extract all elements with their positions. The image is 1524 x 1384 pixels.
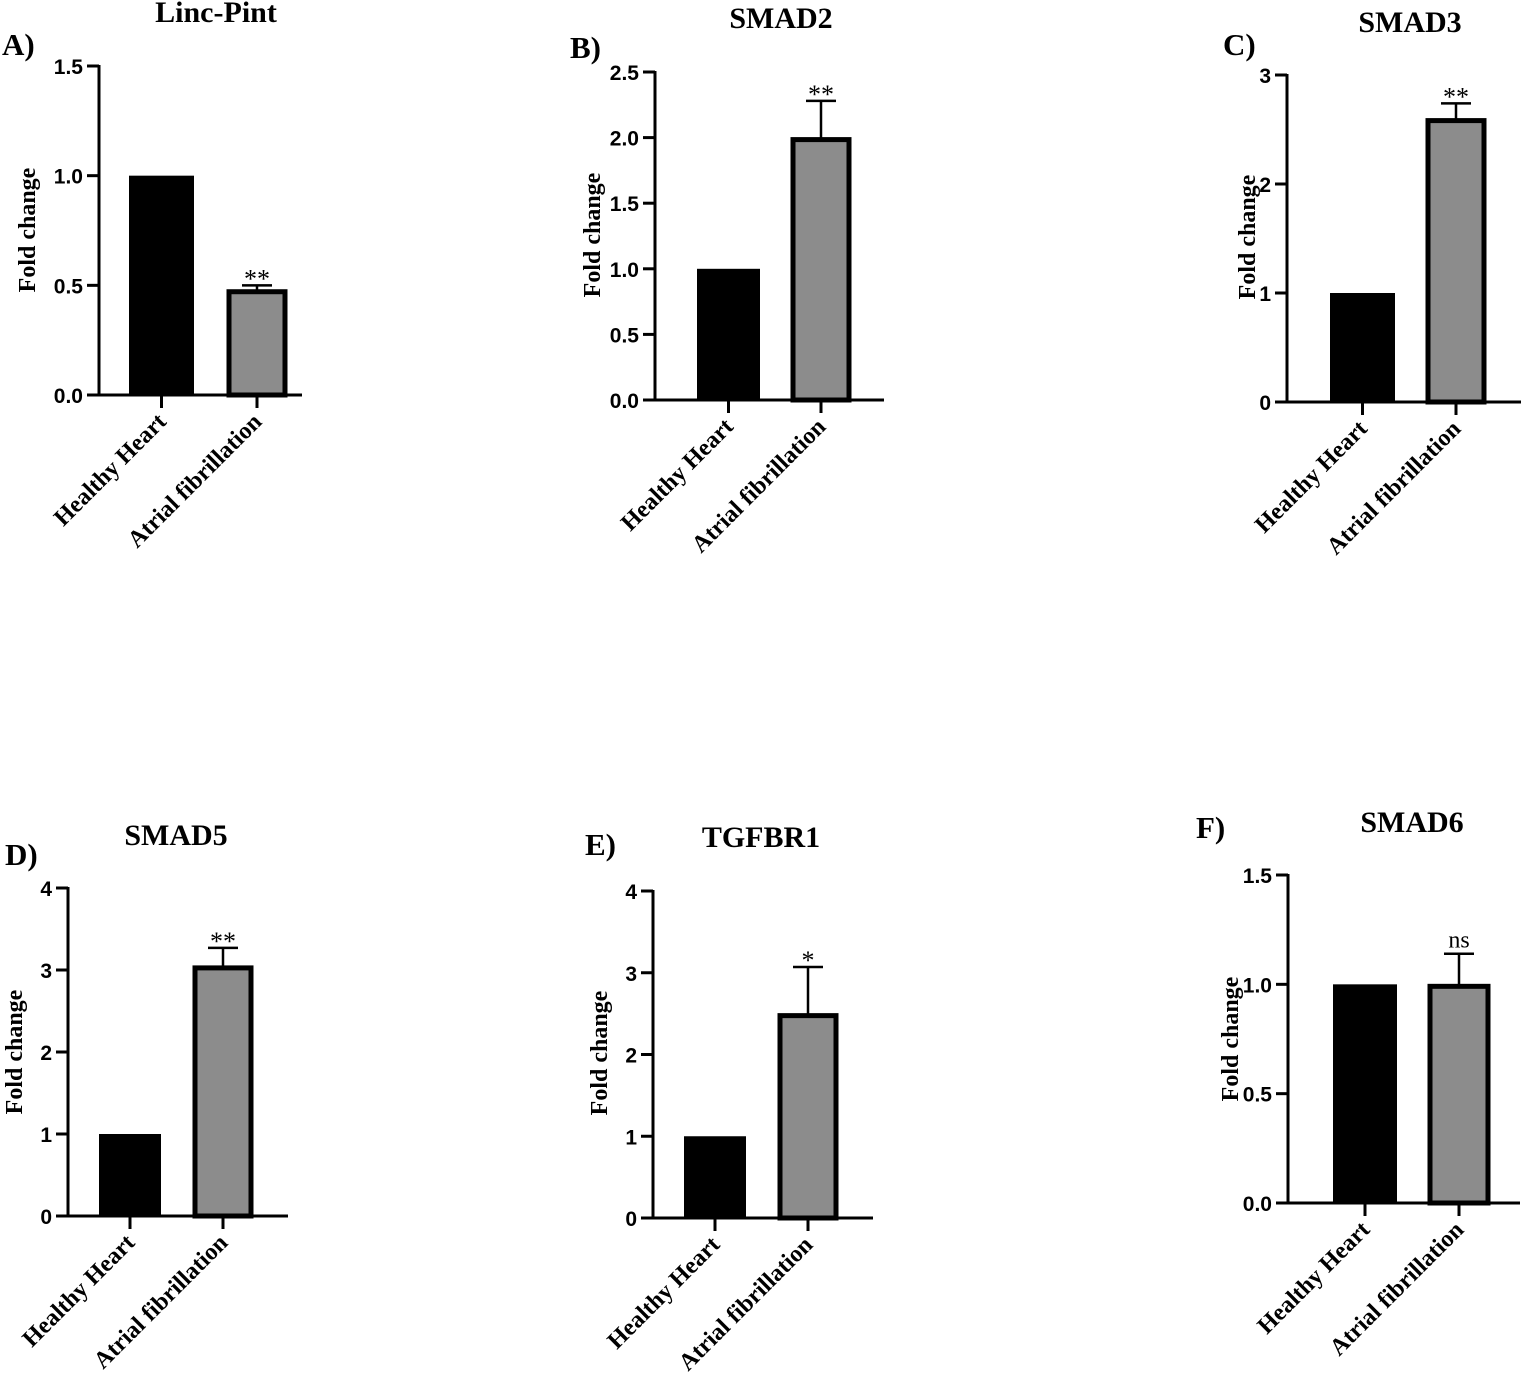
y-tick-label: 0.5 bbox=[54, 275, 84, 298]
y-tick-label: 0 bbox=[40, 1206, 52, 1229]
chart-title: SMAD3 bbox=[1358, 6, 1461, 39]
y-tick-label: 2.5 bbox=[610, 62, 640, 85]
bar-atrial-fibrillation bbox=[226, 289, 288, 398]
significance-label: ** bbox=[808, 80, 834, 109]
bar-healthy-heart bbox=[697, 268, 760, 400]
y-tick-label: 0.5 bbox=[1243, 1084, 1273, 1107]
significance-label: ns bbox=[1448, 928, 1469, 954]
y-tick-label: 1.0 bbox=[610, 259, 639, 282]
bar-atrial-fibrillation bbox=[1427, 983, 1491, 1206]
y-tick-label: 0.0 bbox=[54, 385, 83, 408]
y-tick-label: 1.0 bbox=[1243, 974, 1272, 997]
bar-healthy-heart bbox=[129, 175, 194, 395]
y-tick-label: 0.0 bbox=[610, 390, 639, 413]
panel-label: A) bbox=[2, 27, 35, 62]
y-tick-label: 1.5 bbox=[54, 56, 84, 79]
y-tick-label: 4 bbox=[625, 881, 637, 904]
y-tick-label: 1.0 bbox=[54, 166, 83, 189]
y-tick-label: 3 bbox=[40, 960, 52, 983]
panel-label: E) bbox=[585, 827, 616, 862]
chart-title: Linc-Pint bbox=[155, 0, 277, 29]
chart-title: TGFBR1 bbox=[702, 821, 820, 854]
y-axis-label: Fold change bbox=[2, 989, 28, 1114]
y-tick-label: 1.5 bbox=[1243, 865, 1273, 888]
y-axis-label: Fold change bbox=[1218, 976, 1244, 1101]
y-tick-label: 0.5 bbox=[610, 324, 640, 347]
y-tick-label: 1.5 bbox=[610, 193, 640, 216]
y-axis-label: Fold change bbox=[587, 990, 613, 1115]
chart-title: SMAD2 bbox=[729, 2, 832, 35]
y-tick-label: 2 bbox=[40, 1042, 52, 1065]
chart-title: SMAD6 bbox=[1360, 806, 1463, 839]
y-axis-label: Fold change bbox=[1235, 174, 1261, 299]
chart-title: SMAD5 bbox=[124, 819, 227, 852]
bar-healthy-heart bbox=[1330, 293, 1395, 402]
y-tick-label: 3 bbox=[1259, 65, 1271, 88]
bar-atrial-fibrillation bbox=[790, 137, 852, 403]
bar-healthy-heart bbox=[1333, 984, 1397, 1203]
bar-atrial-fibrillation bbox=[192, 965, 254, 1219]
y-axis-label: Fold change bbox=[15, 167, 41, 292]
panel-label: C) bbox=[1223, 27, 1256, 62]
y-tick-label: 3 bbox=[625, 963, 637, 986]
significance-label: ** bbox=[1443, 82, 1469, 111]
y-tick-label: 4 bbox=[40, 878, 52, 901]
y-tick-label: 0 bbox=[1259, 392, 1271, 415]
y-axis-label: Fold change bbox=[580, 172, 606, 297]
y-tick-label: 2 bbox=[625, 1045, 637, 1068]
significance-label: ** bbox=[244, 264, 270, 293]
bar-healthy-heart bbox=[99, 1134, 161, 1216]
y-tick-label: 0.0 bbox=[1243, 1193, 1272, 1216]
y-tick-label: 0 bbox=[625, 1208, 637, 1231]
y-tick-label: 1 bbox=[40, 1124, 52, 1147]
y-tick-label: 1 bbox=[625, 1126, 637, 1149]
panel-label: D) bbox=[5, 837, 38, 872]
y-tick-label: 2.0 bbox=[610, 128, 639, 151]
panel-label: F) bbox=[1196, 810, 1225, 845]
significance-label: ** bbox=[210, 927, 236, 956]
panel-label: B) bbox=[570, 30, 601, 65]
significance-label: * bbox=[802, 946, 815, 975]
bar-atrial-fibrillation bbox=[1425, 118, 1487, 405]
y-tick-label: 1 bbox=[1259, 283, 1271, 306]
bar-healthy-heart bbox=[684, 1136, 746, 1218]
bar-atrial-fibrillation bbox=[777, 1013, 839, 1221]
y-tick-label: 2 bbox=[1259, 174, 1271, 197]
